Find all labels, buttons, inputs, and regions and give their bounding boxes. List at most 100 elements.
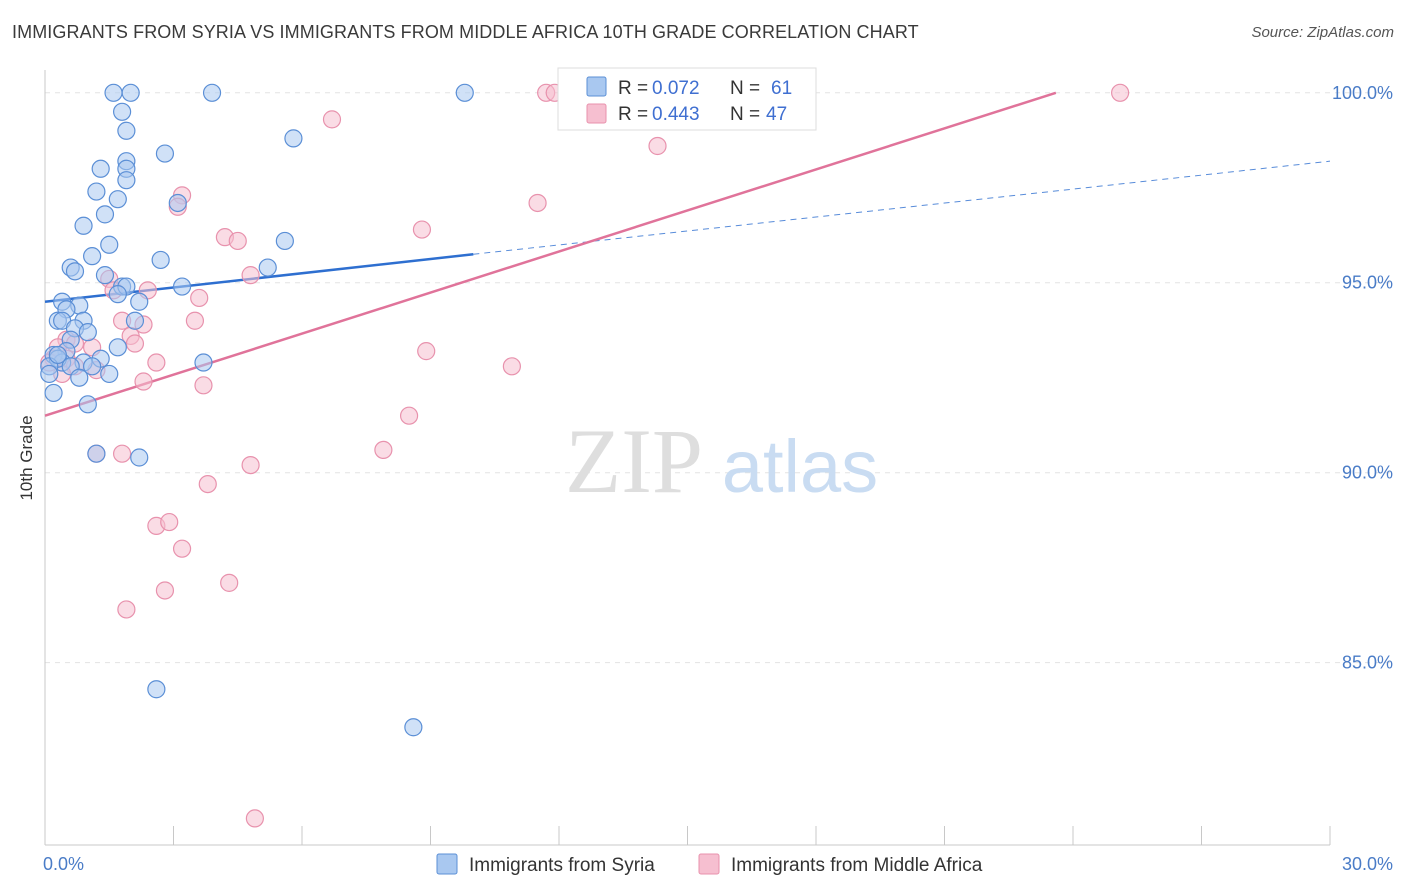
point-middle-africa: [1111, 83, 1130, 102]
point-middle-africa: [502, 357, 521, 376]
point-middle-africa: [374, 440, 393, 460]
y-tick-label: 90.0%: [1342, 463, 1393, 483]
chart-title: IMMIGRANTS FROM SYRIA VS IMMIGRANTS FROM…: [12, 22, 919, 42]
point-syria: [78, 323, 97, 342]
y-tick-labels: 85.0% 90.0% 95.0% 100.0%: [1332, 83, 1393, 673]
point-middle-africa: [160, 512, 179, 532]
point-syria: [48, 345, 67, 365]
stats-r-label-syria: R =: [618, 78, 648, 99]
point-middle-africa: [198, 474, 217, 494]
trend-lines: [44, 91, 1331, 417]
point-syria: [108, 338, 127, 357]
point-middle-africa: [528, 193, 547, 213]
point-middle-africa: [417, 342, 436, 361]
stats-r-value-syria: 0.072: [652, 78, 700, 99]
stats-legend-swatch-africa: [586, 103, 607, 124]
legend-swatch-syria: [436, 853, 458, 875]
point-middle-africa: [648, 136, 667, 156]
stats-legend-swatch-syria: [586, 76, 607, 97]
point-syria: [125, 311, 145, 330]
y-tick-label: 85.0%: [1342, 653, 1393, 673]
point-middle-africa: [228, 231, 247, 251]
trend-line-syria-dashed: [473, 160, 1331, 255]
point-middle-africa: [134, 372, 153, 391]
point-syria: [91, 159, 110, 178]
point-middle-africa: [412, 220, 432, 239]
point-syria: [87, 444, 106, 463]
point-middle-africa: [194, 376, 213, 395]
stats-n-label-syria: N =: [730, 78, 760, 99]
point-syria: [404, 718, 423, 737]
point-syria: [83, 247, 102, 266]
stats-r-label-africa: R =: [618, 104, 648, 125]
point-middle-africa: [117, 600, 136, 619]
point-middle-africa: [190, 288, 209, 308]
point-syria: [258, 258, 277, 277]
legend-swatch-africa: [698, 853, 720, 875]
point-syria: [100, 364, 119, 384]
point-syria: [70, 368, 89, 387]
x-tick-label-max: 30.0%: [1342, 854, 1393, 874]
point-syria: [95, 205, 115, 224]
watermark-zip: ZIP: [565, 410, 703, 512]
point-syria: [121, 83, 140, 102]
point-syria: [130, 448, 149, 467]
point-middle-africa: [245, 809, 264, 828]
point-syria: [455, 83, 474, 102]
point-syria: [108, 285, 127, 304]
point-syria: [108, 190, 127, 209]
legend-label-syria: Immigrants from Syria: [469, 855, 655, 876]
point-syria: [275, 231, 294, 251]
series-syria-points: [40, 83, 474, 737]
point-syria: [78, 395, 97, 414]
stats-n-value-syria: 61: [771, 78, 792, 99]
point-syria: [100, 235, 119, 254]
point-middle-africa: [220, 573, 239, 592]
point-syria: [284, 129, 303, 148]
point-syria: [117, 121, 136, 140]
point-syria: [65, 262, 85, 281]
point-middle-africa: [112, 444, 132, 463]
stats-n-label-africa: N =: [730, 104, 760, 125]
point-syria: [95, 266, 115, 285]
stats-legend: R = 0.072 N = 61 R = 0.443 N = 47: [557, 67, 817, 131]
point-middle-africa: [399, 406, 419, 425]
gridlines: [45, 92, 1390, 664]
stats-r-value-africa: 0.443: [652, 104, 700, 125]
point-syria: [117, 171, 136, 190]
chart-source: Source: ZipAtlas.com: [1251, 24, 1394, 41]
trend-line-africa: [44, 91, 1057, 417]
y-tick-label: 95.0%: [1342, 273, 1393, 293]
point-syria: [83, 357, 102, 376]
point-middle-africa: [241, 266, 260, 285]
point-middle-africa: [241, 455, 260, 475]
stats-n-value-africa: 47: [766, 104, 787, 125]
point-middle-africa: [155, 581, 175, 600]
watermark: ZIP atlas: [565, 410, 878, 512]
point-syria: [40, 364, 59, 384]
point-syria: [87, 182, 106, 201]
series-legend: Immigrants from Syria Immigrants from Mi…: [436, 853, 983, 876]
y-axis-label: 10th Grade: [17, 415, 36, 500]
point-syria: [202, 83, 222, 102]
point-syria: [147, 680, 166, 699]
point-middle-africa: [147, 353, 166, 372]
point-middle-africa: [185, 311, 205, 330]
point-middle-africa: [125, 334, 145, 353]
y-tick-label: 100.0%: [1332, 83, 1393, 103]
x-tick-label-min: 0.0%: [43, 854, 84, 874]
point-syria: [168, 193, 187, 213]
point-syria: [172, 277, 192, 296]
point-middle-africa: [322, 110, 342, 129]
point-syria: [44, 383, 63, 403]
point-middle-africa: [172, 539, 192, 558]
legend-label-africa: Immigrants from Middle Africa: [731, 855, 983, 876]
x-ticks: [173, 826, 1331, 845]
point-syria: [74, 216, 93, 235]
point-syria: [151, 250, 170, 270]
point-syria: [112, 102, 132, 121]
watermark-atlas: atlas: [722, 425, 878, 508]
point-syria: [155, 144, 175, 163]
point-syria: [130, 292, 149, 311]
